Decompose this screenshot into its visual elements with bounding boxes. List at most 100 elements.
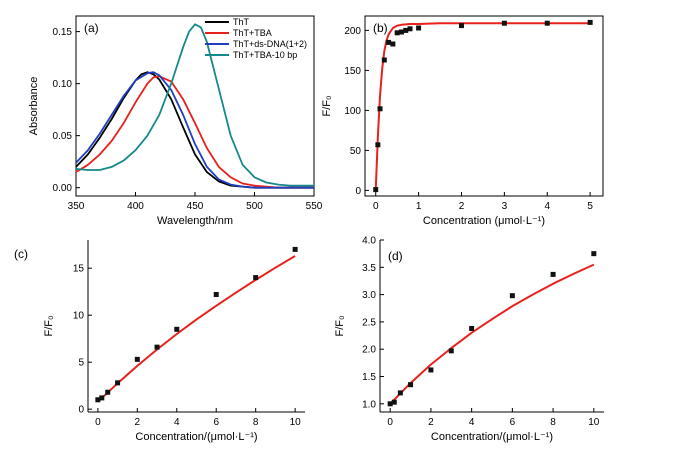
x-tick-label: 10 [588,417,600,428]
fit-curve [389,263,595,405]
data-point [99,395,105,401]
series-line-1 [75,71,314,189]
y-tick-label: 0.05 [53,131,73,142]
x-tick-label: 6 [510,417,516,428]
data-point [428,367,434,373]
data-point [397,390,403,396]
panel-label: (a) [84,21,99,35]
plot-frame [364,15,604,197]
y-tick-label: 1.0 [362,399,376,410]
y-tick-label: 200 [344,26,361,37]
x-tick-label: 3 [502,201,508,212]
x-tick-label: 350 [68,201,85,212]
x-tick-label: 6 [213,417,219,428]
y-tick-label: 2.0 [362,345,376,356]
y-axis-label: Absorbance [28,77,40,136]
data-point [174,326,180,332]
x-tick-label: 0 [95,417,101,428]
x-tick-label: 550 [306,201,323,212]
panel-label: (c) [14,247,28,261]
y-tick-label: 3.5 [362,263,376,274]
y-tick-label: 0 [78,405,84,416]
data-point [105,389,111,395]
y-tick-label: 1.5 [362,372,376,383]
y-tick-label: 0.00 [53,183,73,194]
legend-label: ThT [233,17,250,27]
series-line-4 [75,23,314,187]
data-point [458,23,464,29]
panel-a: 350 400 450 500 550 0.00 0.05 0.10 0.15 Wavelengt… [28,15,323,227]
data-point [115,380,121,386]
data-point [391,399,397,405]
data-point [154,344,160,350]
series-line-2 [75,75,314,189]
data-point [394,30,400,36]
panel-c: 0 2 4 6 8 10 0 5 10 15 Concentration/(μmol·L⁻¹) F/F… [14,240,305,443]
data-point [387,401,393,407]
panel-label: (b) [373,21,388,35]
data-point [390,41,396,47]
data-point [509,293,515,299]
x-tick-label: 1 [416,201,422,212]
y-tick-label: 100 [344,106,361,117]
data-point [416,25,422,31]
panel-d: 0 2 4 6 8 10 1.0 1.5 2.0 2.5 3.0 3.5 4.0 Concentratio… [334,236,604,443]
legend-label: ThT+TBA [233,28,272,38]
x-tick-label: 0 [373,201,379,212]
y-axis-label: F/F₀ [334,315,346,336]
fit-curve [97,255,296,403]
data-point [134,356,140,362]
y-tick-label: 2.5 [362,317,376,328]
x-tick-label: 400 [127,201,144,212]
data-point [403,27,409,33]
y-axis-label: F/F₀ [43,315,55,336]
data-point [398,29,404,35]
x-tick-label: 8 [253,417,259,428]
panel-label: (d) [388,249,403,263]
data-point [377,106,383,112]
data-point [95,397,101,403]
y-tick-label: 10 [73,311,85,322]
data-point [408,382,414,388]
data-point [213,292,219,298]
x-tick-label: 500 [246,201,263,212]
data-point [469,325,475,331]
data-point [587,19,593,25]
x-axis-label: Concentration/(μmol·L⁻¹) [431,431,553,443]
data-point [375,142,381,148]
x-tick-label: 2 [459,201,465,212]
x-tick-label: 0 [387,417,393,428]
x-tick-label: 4 [174,417,180,428]
series-line-3 [75,71,314,189]
y-tick-label: 15 [73,264,85,275]
y-tick-label: 0.10 [53,79,73,90]
x-tick-label: 450 [187,201,204,212]
y-tick-label: 0 [355,186,361,197]
x-tick-label: 4 [544,201,550,212]
x-tick-label: 2 [135,417,141,428]
data-point [591,251,597,257]
data-point [550,271,556,277]
data-point [381,57,387,63]
data-point [292,246,298,252]
y-tick-label: 50 [350,146,362,157]
legend-label: ThT+ds-DNA(1+2) [233,39,307,49]
y-tick-label: 4.0 [362,236,376,247]
x-tick-label: 4 [469,417,475,428]
data-point [501,20,507,26]
data-point [253,275,259,281]
x-axis-label: Concentration (μmol·L⁻¹) [423,215,545,227]
x-axis-label: Concentration/(μmol·L⁻¹) [135,431,257,443]
x-tick-label: 2 [428,417,434,428]
x-tick-label: 5 [587,201,593,212]
y-tick-label: 0.15 [53,27,73,38]
data-point [544,20,550,26]
y-tick-label: 3.0 [362,290,376,301]
y-tick-label: 5 [78,358,84,369]
data-point [386,39,392,45]
fit-curve [374,22,591,191]
legend-label: ThT+TBA-10 bp [233,50,297,60]
data-point [407,26,413,32]
